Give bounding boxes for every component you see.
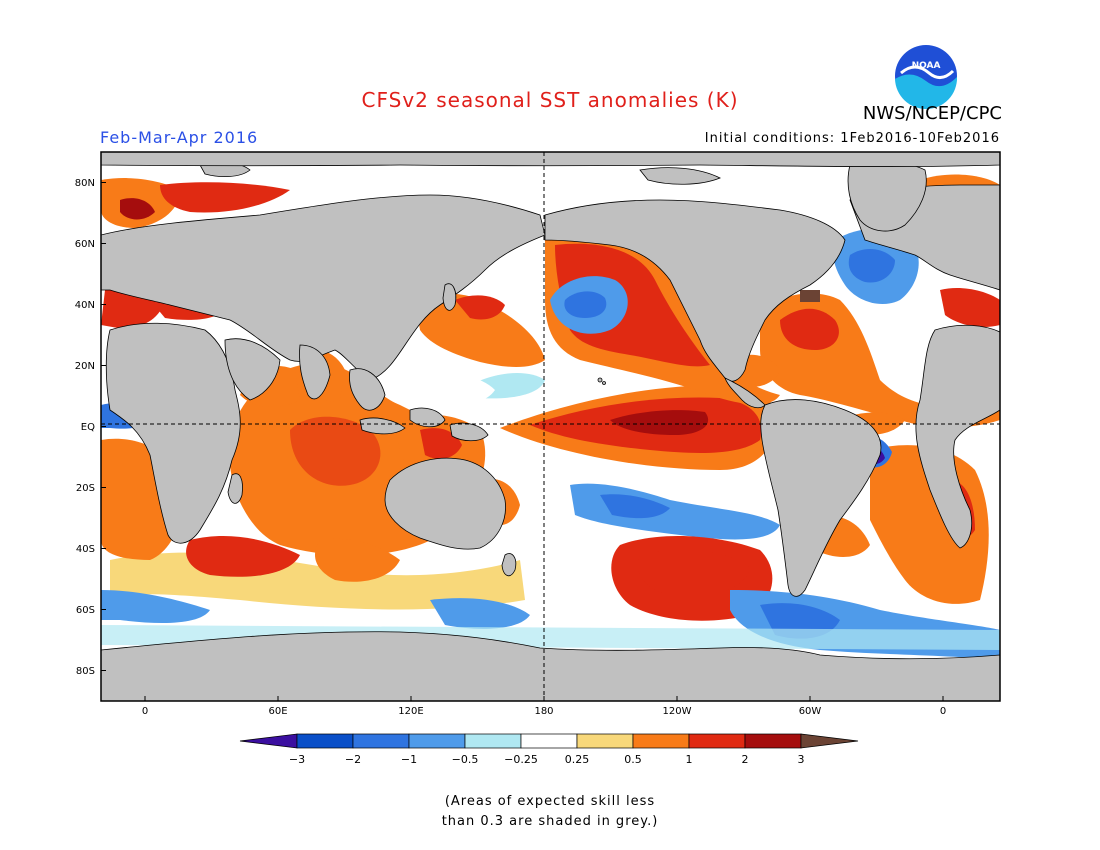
colorbar-swatch (688, 733, 746, 749)
eurasia (101, 194, 546, 381)
longitude-axis: 0 60E 120E 180 120W 60W 0 (142, 696, 946, 717)
lat-label: 40N (75, 300, 95, 311)
colorbar-swatch (744, 733, 802, 749)
colorbar-swatch (520, 733, 578, 749)
colorbar-swatch (296, 733, 354, 749)
colorbar-tick-label: 1 (686, 753, 693, 766)
lon-label: 60W (799, 706, 822, 717)
lon-label: 0 (142, 706, 148, 717)
colorbar-swatch (632, 733, 690, 749)
lat-label: 60S (76, 605, 95, 616)
colorbar-tick-label: 0.25 (565, 753, 590, 766)
skill-note-line-2: than 0.3 are shaded in grey.) (441, 814, 659, 829)
land-masses (101, 152, 1000, 701)
skill-note-line-1: (Areas of expected skill less (444, 794, 656, 809)
lat-label: 60N (75, 239, 95, 250)
australia (384, 457, 506, 550)
lon-label: 60E (268, 706, 287, 717)
lat-label: 20N (75, 361, 95, 372)
colorbar-extension-high (800, 733, 859, 749)
colorbar-tick-label: −0.25 (504, 753, 538, 766)
colorbar-swatch (576, 733, 634, 749)
colorbar-tick-label: −2 (345, 753, 361, 766)
lat-label: 40S (76, 544, 95, 555)
lon-label: 180 (534, 706, 553, 717)
latitude-axis: 80N 60N 40N 20N EQ 20S 40S 60S 80S (75, 178, 106, 677)
lat-label: 20S (76, 483, 95, 494)
lat-label: 80S (76, 666, 95, 677)
lat-label: EQ (81, 422, 95, 433)
initial-conditions-label: Initial conditions: 1Feb2016-10Feb2016 (704, 131, 1000, 146)
colorbar-tick-label: −3 (289, 753, 305, 766)
colorbar-tick-label: 3 (798, 753, 805, 766)
colorbar: −3 −2 −1 −0.5 −0.25 0.25 0.5 1 2 3 (239, 733, 859, 766)
india (299, 344, 331, 400)
noaa-logo: NOAA (895, 45, 958, 109)
antarctica (101, 631, 1000, 701)
colorbar-tick-label: 2 (742, 753, 749, 766)
colorbar-swatch (352, 733, 410, 749)
noaa-logo-text: NOAA (912, 61, 941, 71)
lon-label: 0 (940, 706, 946, 717)
season-label: Feb-Mar-Apr 2016 (100, 128, 259, 147)
colorbar-tick-label: −0.5 (452, 753, 479, 766)
arabia (224, 338, 281, 401)
lat-label: 80N (75, 178, 95, 189)
agency-label: NWS/NCEP/CPC (862, 103, 1002, 124)
noaa-logo-icon: NOAA (895, 45, 958, 109)
map-title: CFSv2 seasonal SST anomalies (K) (361, 88, 739, 112)
colorbar-tick-label: 0.5 (624, 753, 642, 766)
sst-map: 80N 60N 40N 20N EQ 20S 40S 60S 80S 0 60E 120E 180 12… (75, 151, 1001, 717)
colorbar-extension-low (239, 733, 298, 749)
colorbar-swatch (464, 733, 522, 749)
lon-label: 120E (398, 706, 423, 717)
colorbar-swatch (408, 733, 466, 749)
colorbar-tick-label: −1 (401, 753, 417, 766)
lon-label: 120W (663, 706, 692, 717)
north-america (544, 199, 846, 382)
south-america (760, 399, 882, 597)
africa (105, 322, 241, 544)
skill-note: (Areas of expected skill less than 0.3 a… (0, 792, 1100, 832)
